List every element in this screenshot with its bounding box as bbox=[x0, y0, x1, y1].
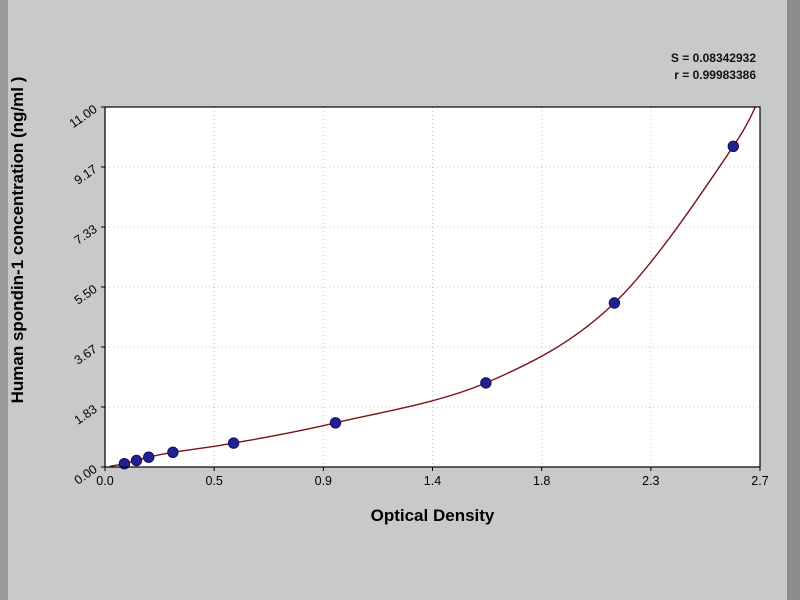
fit-stat-correlation: r = 0.99983386 bbox=[674, 68, 756, 82]
right-edge-strip bbox=[787, 0, 800, 600]
y-tick-label: 5.50 bbox=[72, 282, 100, 307]
x-tick-label: 1.4 bbox=[424, 474, 441, 488]
fit-stat-standard-error: S = 0.08342932 bbox=[670, 51, 756, 65]
x-tick-label: 2.7 bbox=[751, 474, 768, 488]
data-point bbox=[608, 297, 621, 309]
data-point bbox=[727, 140, 739, 153]
x-tick-label: 1.8 bbox=[533, 474, 550, 488]
x-tick-label: 0.5 bbox=[205, 474, 222, 488]
data-point bbox=[167, 446, 179, 458]
x-tick-label: 2.3 bbox=[642, 474, 659, 488]
x-tick-label: 0.9 bbox=[315, 474, 332, 488]
left-edge-strip bbox=[0, 0, 8, 600]
fit-statistics: S = 0.08342932 r = 0.99983386 bbox=[671, 50, 756, 84]
data-point bbox=[130, 454, 143, 467]
x-axis-label: Optical Density bbox=[370, 506, 495, 525]
data-point bbox=[118, 458, 131, 470]
y-tick-label: 7.33 bbox=[72, 222, 100, 247]
data-point bbox=[227, 437, 240, 449]
y-tick-label: 9.17 bbox=[72, 162, 100, 187]
y-tick-label: 11.00 bbox=[67, 102, 100, 131]
data-point bbox=[480, 377, 492, 389]
y-tick-label: 3.67 bbox=[72, 342, 100, 367]
data-point bbox=[143, 451, 155, 463]
y-tick-label: 1.83 bbox=[72, 402, 100, 427]
x-tick-label: 0.0 bbox=[96, 474, 113, 488]
y-axis-label: Human spondin-1 concentration (ng/ml ) bbox=[8, 76, 27, 404]
data-point bbox=[329, 417, 342, 429]
